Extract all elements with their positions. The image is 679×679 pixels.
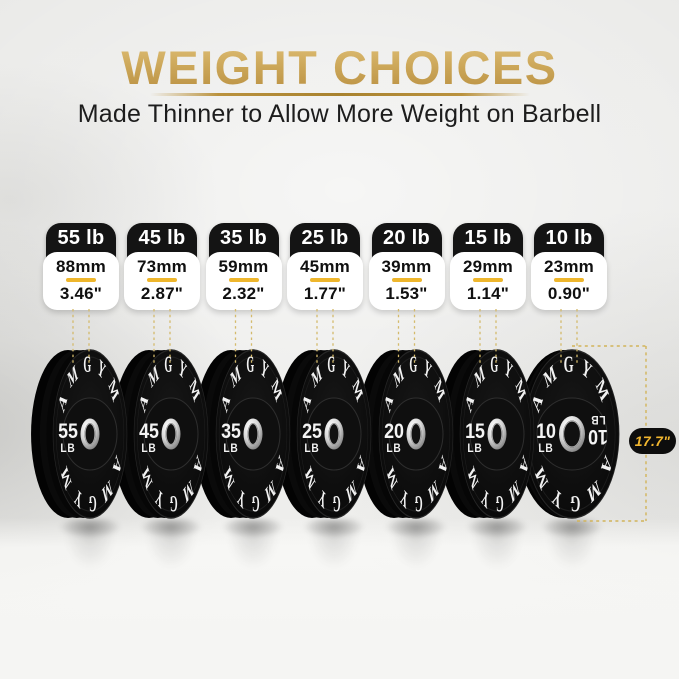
thickness-inch: 2.32" [222, 284, 265, 303]
thickness-inch: 2.87" [140, 284, 184, 303]
spec-card-weight-label: 15 lb [464, 227, 512, 249]
thickness-mm: 59mm [218, 257, 269, 276]
plate-weight-number-mirror: 10 [588, 425, 608, 449]
spec-card-weight-label: 45 lb [138, 227, 186, 249]
spec-card-body: 59mm 2.32" [205, 252, 282, 310]
gold-divider [228, 278, 259, 282]
plate-weight-unit: LB [467, 442, 482, 455]
plate-weight-number: 45 [139, 420, 159, 444]
plate-weight-unit: LB [304, 442, 319, 455]
plate-weight-number: 35 [221, 420, 241, 444]
plate-weight-unit: LB [223, 442, 238, 455]
bumper-plate: AMGYM AMGYM 35 LB [193, 349, 290, 519]
spec-card-weight-label: 55 lb [57, 227, 105, 249]
background-floor [0, 518, 679, 679]
bumper-plate: AMGYM AMGYM 55 LB [31, 349, 128, 519]
bumper-plate: AMGYM AMGYM 45 LB [112, 349, 209, 519]
plate-weight-number: 55 [58, 420, 78, 444]
plate-reflection [524, 519, 620, 605]
spec-card-body: 29mm 1.14" [450, 252, 526, 310]
plate-weight-number: 15 [465, 420, 485, 444]
thickness-inch: 1.53" [385, 284, 428, 303]
thickness-inch: 1.77" [303, 284, 347, 303]
diameter-badge: 17.7" [629, 428, 676, 454]
gold-divider [147, 278, 177, 282]
plate-weight-number: 10 [536, 420, 556, 444]
plate-weight-unit: LB [538, 442, 553, 455]
page-title: WEIGHT CHOICES [0, 44, 679, 91]
plate-weight-number: 20 [384, 420, 404, 444]
gold-divider [66, 278, 96, 282]
thickness-mm: 88mm [56, 257, 106, 276]
thickness-inch: 3.46" [59, 284, 103, 303]
gold-divider [310, 278, 340, 282]
plate-weight-number: 25 [302, 420, 322, 444]
gold-divider [554, 278, 584, 282]
gold-divider [391, 278, 422, 282]
diameter-badge-label: 17.7" [634, 433, 671, 449]
bumper-plate: AMGYM AMGYM 10 LB 10 LB [516, 349, 620, 519]
plate-reflection [42, 519, 138, 605]
plate-body: AMGYM AMGYM [31, 349, 128, 519]
bumper-plate: AMGYM AMGYM 15 LB [438, 349, 535, 519]
plate-reflection [449, 519, 545, 605]
thickness-mm: 73mm [137, 257, 187, 276]
page-subtitle: Made Thinner to Allow More Weight on Bar… [77, 100, 602, 128]
plate-weight-unit: LB [60, 442, 75, 455]
plate-weight-unit: LB [141, 442, 156, 455]
gold-divider [473, 278, 503, 282]
thickness-mm: 45mm [300, 257, 350, 276]
spec-card-weight-label: 25 lb [301, 227, 349, 249]
spec-card-weight-label: 20 lb [382, 227, 431, 249]
spec-card-body: 23mm 0.90" [531, 252, 607, 310]
plate-reflection [286, 519, 382, 605]
thickness-inch: 0.90" [547, 284, 591, 303]
thickness-mm: 23mm [544, 257, 594, 276]
thickness-mm: 29mm [463, 257, 513, 276]
spec-card-body: 88mm 3.46" [43, 252, 119, 310]
spec-card-weight-label: 35 lb [219, 227, 268, 249]
spec-card-body: 45mm 1.77" [287, 252, 363, 310]
thickness-inch: 1.14" [466, 284, 510, 303]
title-divider [149, 93, 530, 96]
plate-weight-unit-mirror: LB [590, 413, 605, 426]
spec-card-body: 73mm 2.87" [124, 252, 200, 310]
plate-reflection [204, 519, 301, 605]
plate-weight-unit: LB [386, 442, 401, 455]
spec-card-weight-label: 10 lb [545, 227, 593, 249]
bumper-plate: AMGYM AMGYM 20 LB [356, 349, 453, 519]
spec-card-body: 39mm 1.53" [368, 252, 445, 310]
thickness-mm: 39mm [381, 257, 432, 276]
plate-reflection [367, 519, 464, 605]
plate-reflection [123, 519, 219, 605]
bumper-plate: AMGYM AMGYM 25 LB [275, 349, 372, 519]
